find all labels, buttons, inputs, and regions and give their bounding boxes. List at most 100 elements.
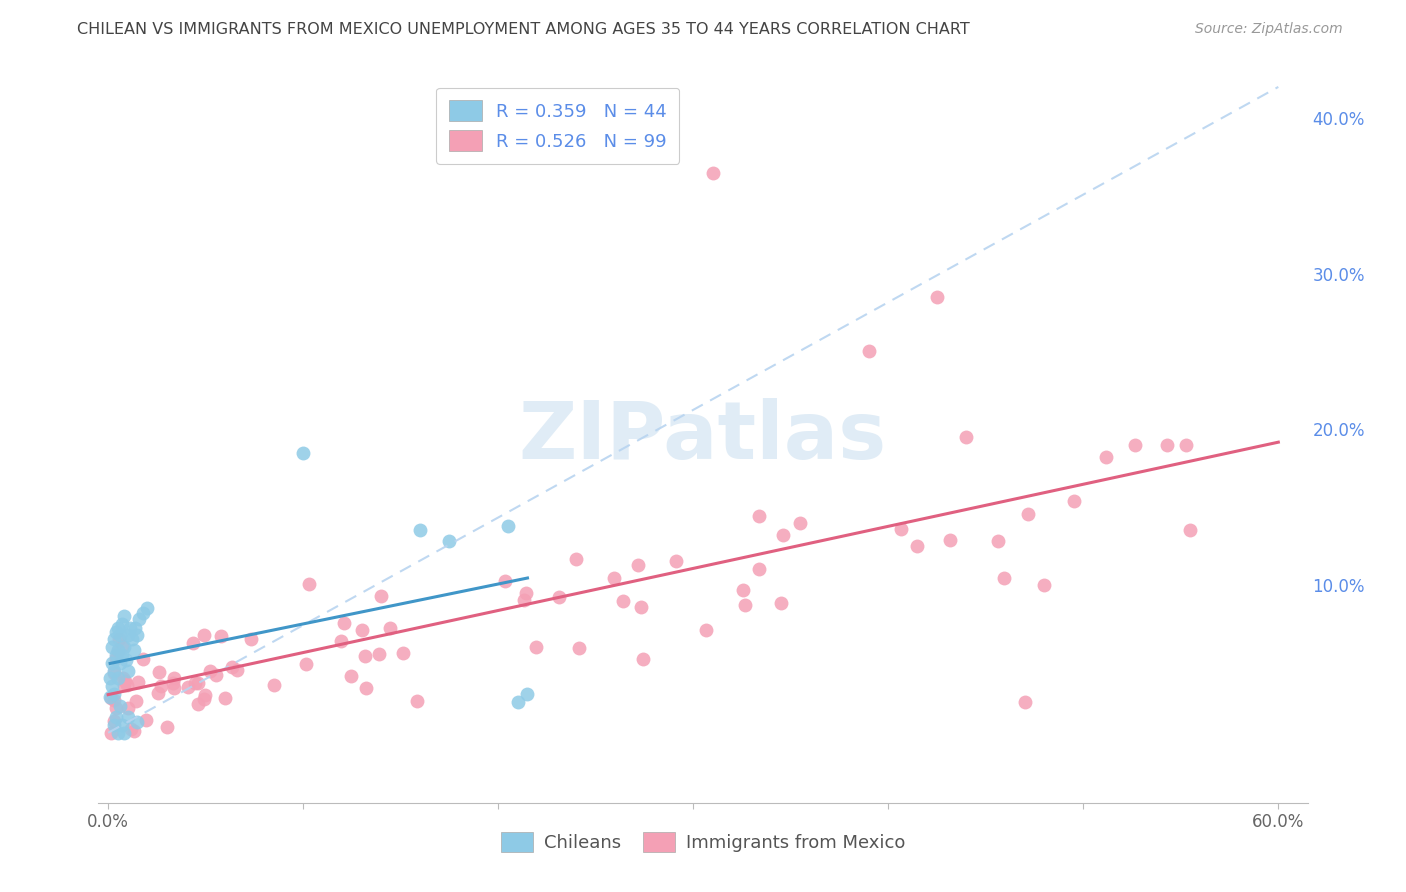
Point — [240, 632, 263, 647]
Point — [1095, 450, 1118, 465]
Point — [104, 648, 127, 662]
Point — [769, 596, 792, 610]
Point — [103, 664, 125, 678]
Point — [1178, 523, 1201, 537]
Point — [567, 641, 589, 656]
Point — [340, 669, 363, 683]
Point — [506, 695, 529, 709]
Point — [101, 679, 124, 693]
Point — [516, 687, 538, 701]
Point — [1123, 438, 1146, 452]
Point — [108, 656, 131, 670]
Point — [524, 640, 547, 654]
Point — [193, 628, 215, 642]
Point — [118, 622, 141, 636]
Point — [748, 509, 770, 524]
Point — [1156, 438, 1178, 452]
Point — [631, 652, 654, 666]
Point — [112, 671, 135, 685]
Point — [548, 590, 571, 604]
Point — [163, 672, 186, 686]
Point — [108, 699, 131, 714]
Point — [98, 690, 121, 704]
Point — [117, 710, 139, 724]
Point — [115, 678, 138, 692]
Point — [103, 632, 125, 647]
Point — [146, 685, 169, 699]
Point — [391, 646, 413, 660]
Point — [193, 692, 215, 706]
Point — [378, 621, 401, 635]
Point — [332, 615, 354, 630]
Point — [111, 616, 134, 631]
Point — [226, 663, 249, 677]
Point — [772, 527, 794, 541]
Point — [114, 652, 136, 666]
Point — [103, 687, 125, 701]
Point — [263, 678, 285, 692]
Point — [148, 665, 170, 679]
Point — [409, 524, 432, 538]
Point — [122, 723, 145, 738]
Point — [494, 574, 516, 588]
Point — [955, 430, 977, 444]
Point — [149, 680, 172, 694]
Point — [295, 657, 318, 671]
Point — [1033, 578, 1056, 592]
Point — [627, 558, 650, 572]
Point — [292, 445, 315, 459]
Point — [734, 599, 756, 613]
Point — [702, 165, 724, 179]
Point — [111, 648, 134, 662]
Point — [214, 691, 236, 706]
Point — [112, 640, 135, 655]
Point — [132, 606, 155, 620]
Legend: Chileans, Immigrants from Mexico: Chileans, Immigrants from Mexico — [494, 824, 912, 860]
Point — [512, 592, 534, 607]
Point — [221, 660, 243, 674]
Point — [354, 681, 377, 696]
Point — [565, 552, 588, 566]
Point — [198, 664, 221, 678]
Point — [131, 652, 153, 666]
Point — [789, 516, 811, 530]
Point — [1063, 494, 1085, 508]
Point — [858, 344, 880, 359]
Point — [98, 671, 121, 685]
Point — [121, 632, 143, 647]
Point — [127, 714, 149, 729]
Point — [209, 629, 232, 643]
Point — [187, 697, 209, 711]
Point — [1174, 438, 1197, 452]
Point — [406, 694, 429, 708]
Point — [111, 718, 134, 732]
Point — [162, 676, 184, 690]
Point — [107, 671, 129, 685]
Point — [112, 725, 135, 739]
Point — [112, 609, 135, 624]
Point — [496, 518, 519, 533]
Point — [122, 643, 145, 657]
Point — [124, 622, 146, 636]
Point — [103, 666, 125, 681]
Point — [367, 648, 389, 662]
Point — [128, 612, 150, 626]
Point — [100, 690, 122, 705]
Point — [987, 534, 1010, 549]
Point — [104, 651, 127, 665]
Point — [156, 720, 179, 734]
Point — [127, 675, 149, 690]
Point — [108, 632, 131, 647]
Text: ZIPatlas: ZIPatlas — [519, 398, 887, 476]
Point — [695, 623, 717, 637]
Point — [136, 601, 159, 615]
Point — [107, 622, 129, 636]
Point — [117, 700, 139, 714]
Point — [135, 713, 157, 727]
Point — [107, 725, 129, 739]
Point — [354, 648, 377, 663]
Point — [101, 640, 124, 655]
Point — [104, 624, 127, 639]
Point — [612, 594, 634, 608]
Point — [1014, 695, 1036, 709]
